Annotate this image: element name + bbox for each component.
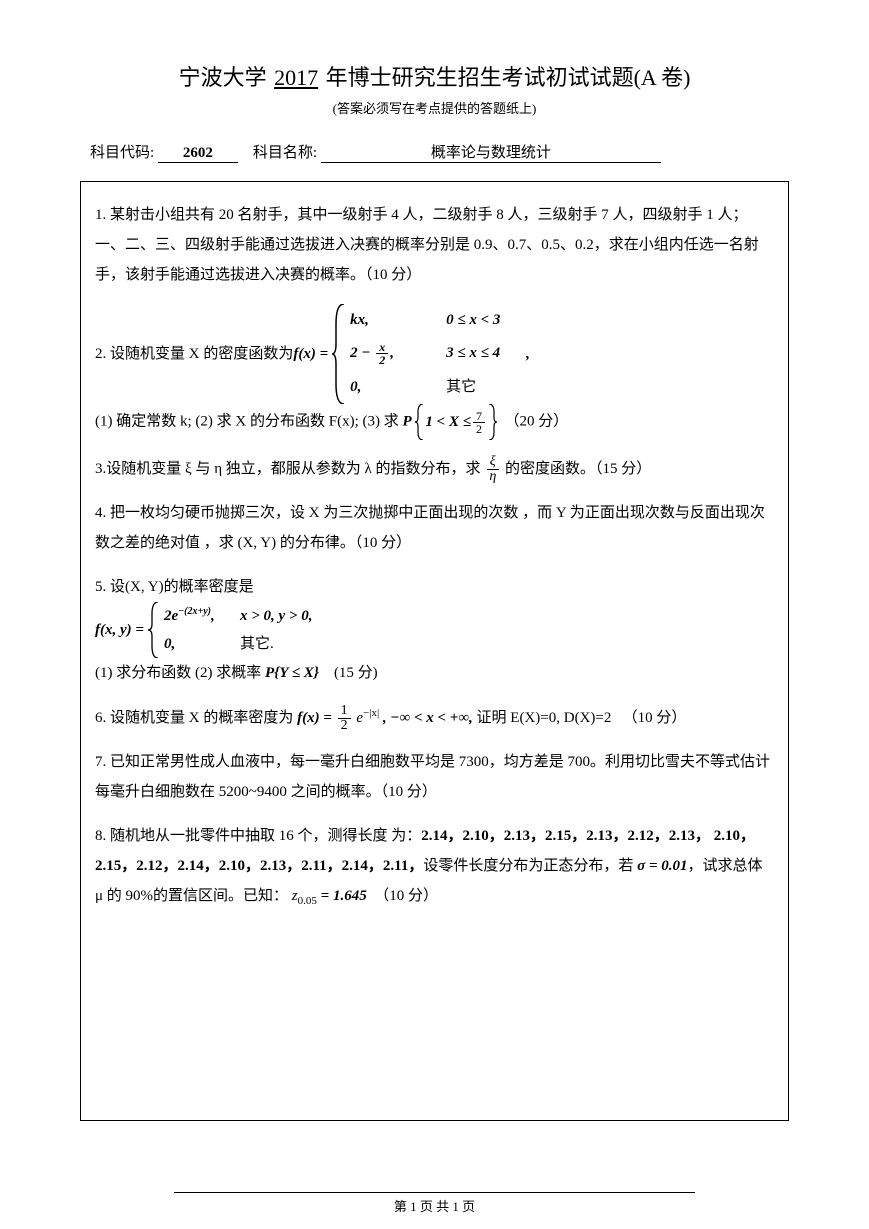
q2-case3-expr: 0, <box>350 377 446 398</box>
right-curly-icon <box>487 404 497 440</box>
code-label: 科目代码: <box>90 141 154 162</box>
q8-points: （10 分） <box>374 888 438 904</box>
question-3: 3.设随机变量 ξ 与 η 独立，都服从参数为 λ 的指数分布，求 ξ η 的密… <box>95 454 774 484</box>
q4-text: 4. 把一枚均匀硬币抛掷三次，设 X 为三次抛掷中正面出现的次数 ，而 Y 为正… <box>95 505 765 551</box>
university-name: 宁波大学 <box>179 65 267 90</box>
q2-lead: 2. 设随机变量 X 的密度函数为 <box>95 339 293 369</box>
q2-case2-expr: 2 − x 2 , <box>350 341 446 366</box>
q2-prob-frac: 7 2 <box>473 410 485 435</box>
q5-fxy: f(x, y) = <box>95 615 144 645</box>
answer-note: (答案必须写在考点提供的答题纸上) <box>80 98 789 117</box>
title-suffix: 年博士研究生招生考试初试试题(A 卷) <box>326 65 691 90</box>
name-label: 科目名称: <box>253 141 317 162</box>
footer-text: 第 1 页 共 1 页 <box>174 1192 695 1215</box>
q2-fx: f(x) = <box>293 339 328 369</box>
q2-piecewise: kx, 0 ≤ x < 3 2 − x 2 , 3 ≤ x ≤ <box>332 304 526 404</box>
q2-subparts: (1) 确定常数 k; (2) 求 X 的分布函数 F(x); (3) 求 P … <box>95 404 774 440</box>
question-4: 4. 把一枚均匀硬币抛掷三次，设 X 为三次抛掷中正面出现的次数 ，而 Y 为正… <box>95 498 774 558</box>
question-6: 6. 设随机变量 X 的概率密度为 f(x) = 1 2 e−|x| , −∞ … <box>95 702 774 733</box>
subject-name: 概率论与数理统计 <box>321 141 661 163</box>
q2-points: （20 分） <box>504 413 568 429</box>
subject-meta: 科目代码: 2602 科目名称: 概率论与数理统计 <box>90 141 779 163</box>
question-7: 7. 已知正常男性成人血液中，每一毫升白细胞数平均是 7300，均方差是 700… <box>95 747 774 807</box>
q3-post: 的密度函数。（15 分） <box>505 461 651 477</box>
q8-vals1: 2.14，2.10，2.13，2.15，2.13，2.12，2.13， <box>421 828 710 844</box>
q2-comma: , <box>526 339 530 369</box>
left-brace-icon <box>332 304 346 404</box>
q2-case1-cond: 0 ≤ x < 3 <box>446 310 526 331</box>
questions-box: 1. 某射击小组共有 20 名射手，其中一级射手 4 人，二级射手 8 人，三级… <box>80 181 789 1121</box>
question-5: 5. 设(X, Y)的概率密度是 f(x, y) = 2e−(2x+y), x … <box>95 572 774 688</box>
q5-case1-cond: x > 0, y > 0, <box>240 606 320 627</box>
q6-pre: 6. 设随机变量 X 的概率密度为 <box>95 710 297 726</box>
q5-piecewise: 2e−(2x+y), x > 0, y > 0, 0, 其它. <box>148 602 320 658</box>
left-curly-icon <box>415 404 425 440</box>
q2-case2-cond: 3 ≤ x ≤ 4 <box>446 343 526 364</box>
exam-title: 宁波大学 2017 年博士研究生招生考试初试试题(A 卷) <box>80 60 789 92</box>
question-8: 8. 随机地从一批零件中抽取 16 个，测得长度 为：2.14，2.10，2.1… <box>95 821 774 912</box>
q6-half: 1 2 <box>338 704 351 733</box>
subject-code: 2602 <box>158 145 238 163</box>
q2-prob-brace: 1 < X ≤ 7 2 <box>415 404 497 440</box>
page-footer: 第 1 页 共 1 页 <box>0 1192 869 1215</box>
q5-lead: 5. 设(X, Y)的概率密度是 <box>95 572 774 602</box>
q8-pre: 8. 随机地从一批零件中抽取 16 个，测得长度 为： <box>95 828 421 844</box>
q3-pre: 3.设随机变量 ξ 与 η 独立，都服从参数为 λ 的指数分布，求 <box>95 461 484 477</box>
q6-points: （10 分） <box>623 710 687 726</box>
exam-year: 2017 <box>272 65 320 90</box>
question-2: 2. 设随机变量 X 的密度函数为 f(x) = kx, 0 ≤ x < 3 <box>95 304 774 440</box>
q5-case2-cond: 其它. <box>240 634 320 655</box>
q2-case1-expr: kx, <box>350 310 446 331</box>
question-1: 1. 某射击小组共有 20 名射手，其中一级射手 4 人，二级射手 8 人，三级… <box>95 200 774 290</box>
q1-text: 1. 某射击小组共有 20 名射手，其中一级射手 4 人，二级射手 8 人，三级… <box>95 207 759 283</box>
q2-case3-cond: 其它 <box>446 377 526 398</box>
q5-points: (15 分) <box>334 665 378 681</box>
exam-page: 宁波大学 2017 年博士研究生招生考试初试试题(A 卷) (答案必须写在考点提… <box>0 0 869 1229</box>
q3-frac: ξ η <box>486 455 499 484</box>
q7-text: 7. 已知正常男性成人血液中，每一毫升白细胞数平均是 7300，均方差是 700… <box>95 754 770 800</box>
left-brace-icon <box>148 602 160 658</box>
q5-sub: (1) 求分布函数 (2) 求概率 P{Y ≤ X} (15 分) <box>95 658 774 688</box>
q2-case2-frac: x 2 <box>376 341 388 366</box>
q5-case1-expr: 2e−(2x+y), <box>164 605 240 627</box>
q5-case2-expr: 0, <box>164 634 240 655</box>
